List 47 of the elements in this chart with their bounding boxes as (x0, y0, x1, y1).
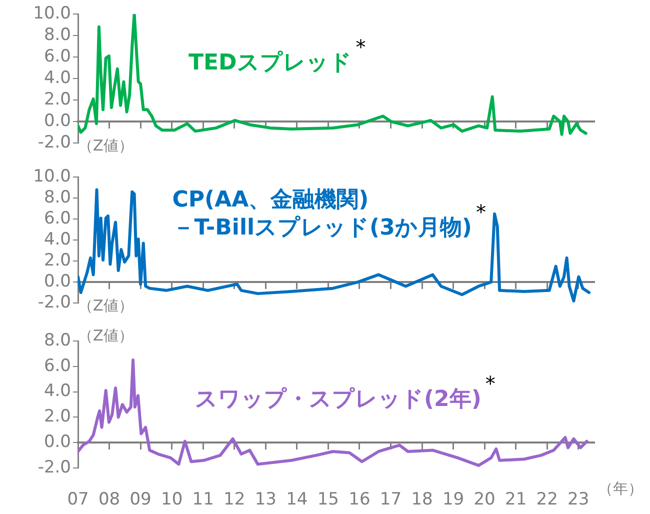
y-tick-label: 0.0 (44, 432, 71, 452)
y-tick-label: 2.0 (44, 250, 71, 270)
y-tick-label: 2.0 (44, 406, 71, 427)
x-tick-label: 23 (568, 490, 590, 510)
series-label: CP(AA、金融機関) －T-Billスプレッド(3か月物) (172, 188, 472, 240)
x-tick-label: 11 (192, 490, 214, 510)
y-tick-label: -2.0 (38, 132, 71, 152)
y-tick-label: -2.0 (38, 292, 71, 312)
x-tick-label: 10 (161, 490, 183, 510)
y-tick-label: 4.0 (44, 68, 71, 88)
annotation: * (485, 371, 496, 396)
y-tick-label: 6.0 (44, 46, 71, 66)
x-tick-label: 07 (67, 490, 89, 510)
x-tick-label: 16 (348, 490, 370, 510)
y-tick-label: 6.0 (44, 208, 71, 229)
x-tick-label: 19 (442, 490, 464, 510)
y-tick-label: 8.0 (44, 330, 71, 350)
x-tick-label: 08 (98, 490, 120, 510)
annotation: * (356, 34, 366, 59)
annotation: （Z値） (78, 296, 134, 314)
text: TEDスプレッド (188, 50, 352, 76)
annotation: （Z値） (78, 136, 134, 154)
y-tick-label: 0.0 (44, 271, 71, 292)
y-tick-label: 4.0 (44, 230, 71, 250)
x-axis-title: （年） (598, 479, 643, 498)
y-tick-label: 10.0 (33, 166, 71, 187)
x-tick-label: 15 (317, 490, 339, 510)
annotation: （Z値） (78, 326, 134, 344)
x-tick-label: 20 (474, 490, 496, 510)
annotation: * (476, 200, 486, 224)
y-tick-label: 0.0 (44, 110, 71, 131)
x-tick-label: 13 (254, 490, 276, 510)
x-tick-label: 22 (536, 490, 558, 510)
y-tick-label: 10.0 (33, 3, 71, 24)
y-tick-label: -2.0 (38, 457, 71, 478)
x-tick-label: 18 (411, 490, 433, 510)
y-tick-label: 8.0 (44, 24, 71, 45)
y-tick-label: 4.0 (44, 381, 71, 402)
x-tick-label: 17 (380, 490, 402, 510)
x-tick-label: 14 (286, 490, 308, 510)
x-tick-label: 09 (130, 490, 152, 510)
y-tick-label: 8.0 (44, 188, 71, 208)
x-tick-label: 21 (505, 490, 527, 510)
y-tick-label: 6.0 (44, 356, 71, 376)
series-label: スワップ・スプレッド(2年) (195, 386, 482, 412)
x-tick-label: 12 (224, 490, 246, 510)
y-tick-label: 2.0 (44, 89, 71, 110)
